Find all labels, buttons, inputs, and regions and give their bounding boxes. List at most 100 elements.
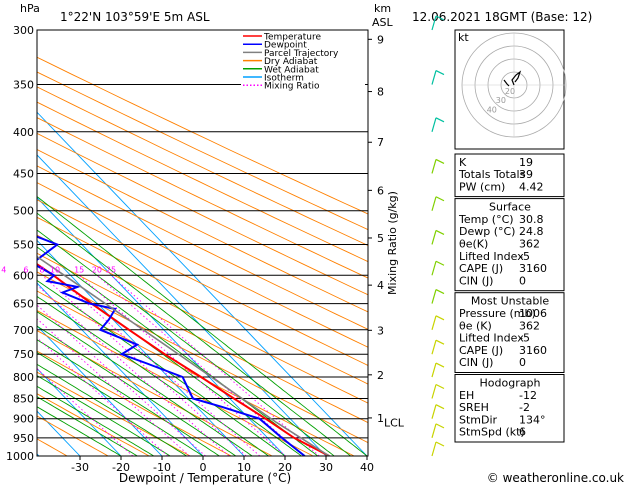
table-row-label: Lifted Index: [459, 250, 524, 263]
legend-label: Mixing Ratio: [264, 82, 320, 92]
hodograph-trace: [503, 79, 510, 87]
table-row-value: -12: [519, 389, 537, 402]
wind-barb: [431, 289, 437, 304]
wet-adiabat-line: [37, 351, 204, 456]
wet-adiabat-line: [37, 325, 237, 456]
mixing-ratio-label: 6: [23, 265, 28, 274]
table-row-value: -5: [519, 250, 530, 263]
table-row-value: 4.42: [519, 180, 544, 193]
table-row-value: 39: [519, 168, 533, 181]
hpa-unit-label: hPa: [20, 2, 40, 15]
table-row-value: 134°: [519, 413, 546, 426]
table-row-label: Totals Totals: [458, 168, 526, 181]
table-row-label: SREH: [459, 401, 489, 414]
wind-barb-flag: [435, 404, 445, 410]
table-frame: [454, 292, 565, 374]
wet-adiabat-line: [37, 375, 171, 456]
km-tick-label: 5: [377, 232, 384, 245]
table-row-value: 3160: [519, 344, 547, 357]
table-row-label: StmDir: [459, 413, 498, 426]
hodograph-trace: [511, 70, 522, 86]
wind-barb-flag: [435, 70, 445, 76]
height-axis-labels: 9 8 7 6 5 4 3 2 1 LCL: [368, 33, 405, 430]
table-row-value: -2: [519, 401, 530, 414]
km-tick-label: 1: [377, 412, 384, 425]
pressure-tick-label: 1000: [6, 450, 34, 463]
wind-barb-flag: [435, 441, 445, 447]
km-tick-label: 2: [377, 369, 384, 382]
dry-adiabat-line: [37, 132, 368, 296]
wind-barb-flag: [435, 229, 445, 236]
table-row-label: StmSpd (kt): [459, 426, 525, 439]
mixing-ratio-line: [37, 318, 190, 456]
x-axis-title: Dewpoint / Temperature (°C): [119, 471, 291, 485]
series-parcel-trajectory: [37, 255, 330, 456]
table-row-label: CIN (J): [459, 356, 493, 369]
table-row-value: 30.8: [519, 213, 544, 226]
table-row-label: Pressure (mb): [459, 307, 536, 320]
mixing-ratio-line: [54, 274, 261, 456]
wind-barb: [431, 315, 437, 330]
table-row-value: 6: [519, 426, 526, 439]
pressure-tick-label: 500: [13, 205, 34, 218]
pressure-tick-label: 300: [13, 24, 34, 37]
wind-barb-flag: [435, 289, 445, 295]
pressure-tick-label: 650: [13, 298, 34, 311]
mixing-ratio-line: [37, 337, 169, 456]
table-title: Surface: [489, 201, 531, 214]
asl-unit-label: ASL: [372, 16, 394, 29]
mixing-ratio-label: 4: [1, 265, 6, 274]
km-tick-label: 9: [377, 33, 384, 46]
datetime-label: 12.06.2021 18GMT (Base: 12): [412, 10, 592, 24]
legend-label: Temperature: [263, 33, 321, 43]
x-tick-label: -30: [71, 461, 89, 474]
lcl-label: LCL: [384, 417, 405, 430]
x-tick-label: 20: [278, 461, 292, 474]
wind-barbs: [431, 15, 445, 457]
km-tick-label: 7: [377, 136, 384, 149]
wet-adiabat-line: [37, 363, 187, 456]
temperature-axis-labels: -30 -20 -10 0 10 20 30 40: [71, 456, 374, 474]
pressure-tick-label: 750: [13, 348, 34, 361]
pressure-tick-label: 550: [13, 239, 34, 252]
x-tick-label: -10: [153, 461, 171, 474]
table-row-value: 362: [519, 238, 540, 251]
dry-adiabat-line: [37, 71, 368, 231]
table-title: Most Unstable: [471, 295, 550, 308]
km-tick-label: 4: [377, 279, 384, 292]
pressure-tick-label: 600: [13, 269, 34, 282]
table-frame: [454, 198, 565, 292]
wind-barb: [431, 441, 437, 457]
dry-adiabat-line: [37, 371, 191, 456]
wind-barb: [431, 362, 437, 378]
mixing-ratio-label: 8: [40, 265, 45, 274]
x-tick-label: 0: [200, 461, 207, 474]
dry-adiabat-line: [37, 117, 368, 279]
isotherm-line: [37, 111, 368, 456]
wind-barb-flag: [435, 315, 445, 321]
dry-adiabat-line: [37, 101, 368, 263]
pressure-tick-label: 450: [13, 168, 34, 181]
legend-label: Wet Adiabat: [264, 65, 319, 75]
mixing-ratio-line: [41, 274, 247, 456]
table-row-label: CIN (J): [459, 274, 493, 287]
wet-adiabat-line: [37, 311, 253, 456]
table-row-label: EH: [459, 389, 474, 402]
pressure-tick-label: 900: [13, 413, 34, 426]
dry-adiabat-line: [37, 86, 368, 246]
table-row-value: 362: [519, 319, 540, 332]
wet-adiabat-line: [37, 385, 155, 456]
table-row-value: 1006: [519, 307, 547, 320]
km-tick-label: 6: [377, 184, 384, 197]
wind-barb-flag: [435, 158, 445, 165]
pressure-tick-label: 700: [13, 324, 34, 337]
table-row-label: θe(K): [459, 238, 488, 251]
wind-barb: [431, 70, 437, 85]
dry-adiabat-line: [37, 234, 368, 404]
x-tick-label: 10: [237, 461, 251, 474]
dry-adiabat-line: [37, 56, 368, 215]
wet-adiabat-line: [37, 279, 286, 456]
